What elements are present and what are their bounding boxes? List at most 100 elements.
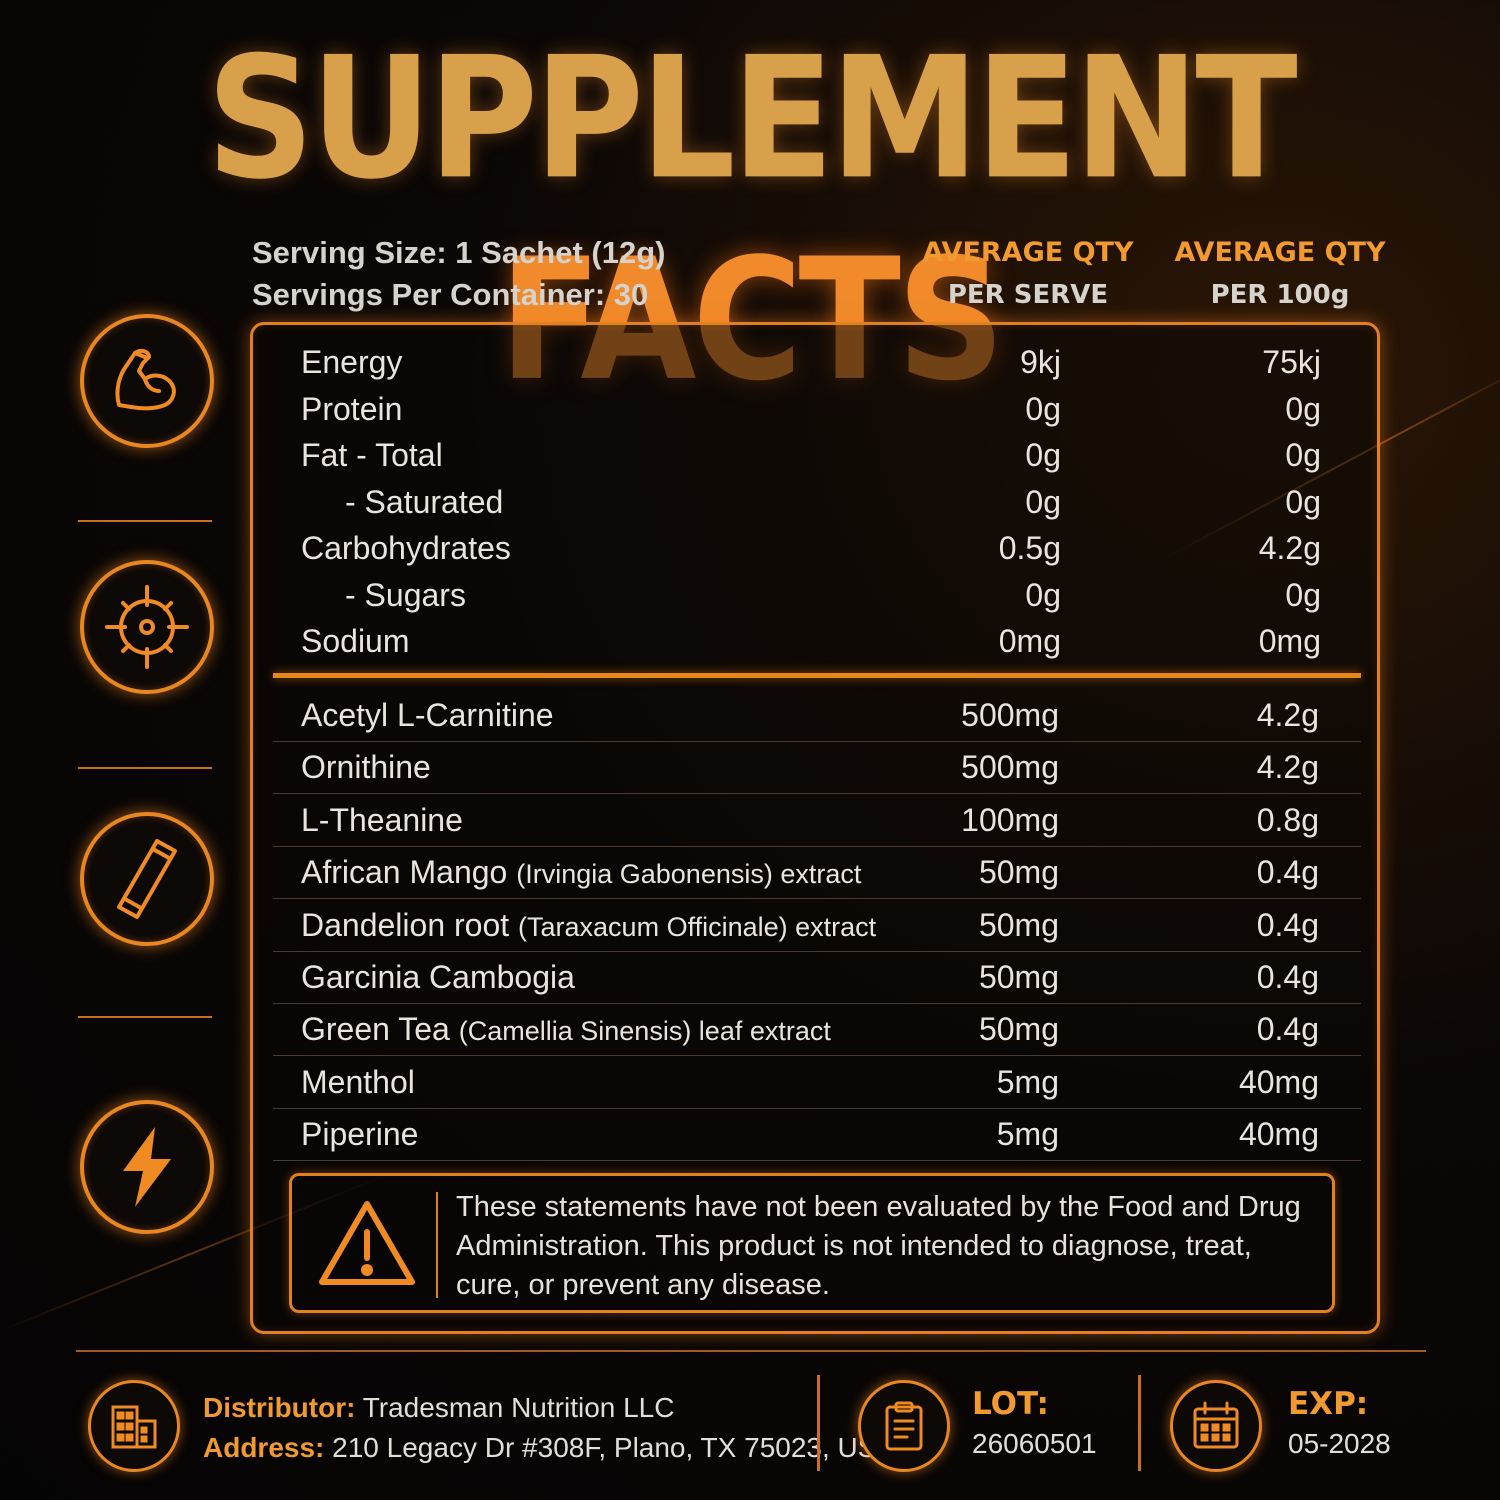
nutrient-name: Protein [301, 390, 403, 427]
nutrition-row: Sodium 0mg 0mg [301, 618, 1321, 664]
nutrient-per-100g: 0g [1285, 390, 1321, 427]
ingredient-row: Garcinia Cambogia 50mg 0.4g [273, 951, 1361, 1004]
ingredient-per-100g: 0.4g [1256, 959, 1319, 995]
ingredient-per-serve: 5mg [996, 1063, 1059, 1100]
nutrient-per-serve: 0g [1025, 576, 1061, 613]
ingredient-name: Piperine [301, 1116, 419, 1153]
nutrient-per-100g: 0g [1285, 437, 1321, 473]
nutrient-per-100g: 75kj [1262, 344, 1321, 380]
sachet-icon [80, 812, 214, 946]
lot-value: 26060501 [972, 1428, 1097, 1459]
side-divider [78, 520, 212, 522]
serving-size: Serving Size: 1 Sachet (12g) [252, 235, 666, 270]
section-divider [273, 673, 1361, 678]
address-value: 210 Legacy Dr #308F, Plano, TX 75023, US [332, 1432, 877, 1463]
ingredient-per-100g: 4.2g [1256, 697, 1319, 733]
ingredient-per-serve: 50mg [978, 906, 1059, 943]
nutrition-row: Carbohydrates 0.5g 4.2g [301, 525, 1321, 571]
exp-label: EXP: [1288, 1386, 1369, 1422]
ingredient-row: African Mango (Irvingia Gabonensis) extr… [273, 846, 1361, 900]
ingredient-row: Dandelion root (Taraxacum Officinale) ex… [273, 899, 1361, 952]
nutrient-per-100g: 4.2g [1258, 530, 1321, 566]
column-header-per-serve: AVERAGE QTY PER SERVE [922, 237, 1134, 310]
building-icon [88, 1380, 180, 1472]
ingredient-per-100g: 0.4g [1256, 906, 1319, 943]
ingredient-per-serve: 500mg [961, 749, 1059, 786]
nutrient-per-serve: 0.5g [998, 530, 1061, 566]
distributor-info: Distributor: Tradesman Nutrition LLC Add… [203, 1388, 876, 1468]
ingredient-name: African Mango [301, 854, 508, 891]
ingredient-row: Menthol 5mg 40mg [273, 1056, 1361, 1109]
ingredient-name: Acetyl L-Carnitine [301, 697, 554, 733]
nutrition-row: Protein 0g 0g [301, 386, 1321, 432]
ingredient-per-100g: 0.4g [1256, 1011, 1319, 1048]
nutrient-per-100g: 0g [1285, 483, 1321, 520]
ingredient-per-100g: 0.8g [1256, 801, 1319, 838]
facts-panel: Energy 9kj 75kj Protein 0g 0g Fat - Total 0g 0g -… [250, 322, 1380, 1334]
nutrient-name: - Sugars [345, 576, 466, 613]
address-label: Address: [203, 1432, 325, 1463]
ingredient-scientific-name: (Camellia Sinensis) leaf extract [458, 1016, 831, 1047]
ingredient-per-serve: 50mg [978, 959, 1059, 995]
ingredient-row: Green Tea (Camellia Sinensis) leaf extra… [273, 1003, 1361, 1057]
nutrition-row: - Saturated 0g 0g [301, 479, 1321, 525]
ingredient-per-100g: 4.2g [1256, 749, 1319, 786]
ingredient-per-100g: 0.4g [1256, 854, 1319, 891]
nutrient-name: Fat - Total [301, 437, 443, 473]
ingredient-row: Ornithine 500mg 4.2g [273, 741, 1361, 795]
footer-separator [817, 1375, 820, 1471]
ingredient-per-serve: 100mg [961, 801, 1059, 838]
nutrient-name: Carbohydrates [301, 530, 511, 566]
nutrient-name: - Saturated [345, 483, 504, 520]
nutrient-per-serve: 9kj [1020, 344, 1061, 380]
ingredient-per-serve: 50mg [978, 1011, 1059, 1048]
nutrient-per-serve: 0g [1025, 390, 1061, 427]
ingredient-per-100g: 40mg [1238, 1063, 1319, 1100]
column-header-per-100g: AVERAGE QTY PER 100g [1174, 237, 1386, 310]
ingredient-per-100g: 40mg [1238, 1116, 1319, 1153]
ingredient-name: Dandelion root [301, 906, 510, 943]
ingredient-per-serve: 500mg [961, 697, 1059, 733]
ingredient-scientific-name: (Irvingia Gabonensis) extract [516, 859, 862, 890]
nutrient-per-100g: 0mg [1258, 623, 1321, 659]
side-divider [78, 767, 212, 769]
warning-text: These statements have not been evaluated… [456, 1191, 1301, 1301]
lot-label: LOT: [972, 1386, 1049, 1422]
nutrient-name: Sodium [301, 623, 410, 659]
ingredient-per-serve: 5mg [996, 1116, 1059, 1153]
nutrition-row: - Sugars 0g 0g [301, 572, 1321, 618]
servings-per-container: Servings Per Container: 30 [252, 277, 649, 312]
page-title: SUPPLEMENT FACTS [0, 18, 1500, 421]
warning-separator [436, 1192, 438, 1298]
muscle-arm-icon [80, 314, 214, 448]
nutrient-per-serve: 0g [1025, 437, 1061, 473]
footer-separator [1138, 1375, 1141, 1471]
nutrition-row: Fat - Total 0g 0g [301, 432, 1321, 478]
ingredient-name: Green Tea [301, 1011, 450, 1048]
clipboard-icon [858, 1380, 950, 1472]
ingredient-name: L-Theanine [301, 801, 463, 838]
warning-triangle-icon [319, 1201, 415, 1285]
nutrient-per-100g: 0g [1285, 576, 1321, 613]
fda-warning-box: These statements have not been evaluated… [289, 1173, 1335, 1313]
ingredient-row: L-Theanine 100mg 0.8g [273, 794, 1361, 847]
nutrient-name: Energy [301, 344, 403, 380]
side-divider [78, 1016, 212, 1018]
ingredient-name: Garcinia Cambogia [301, 959, 575, 995]
ingredient-row: Piperine 5mg 40mg [273, 1108, 1361, 1162]
exp-value: 05-2028 [1288, 1428, 1391, 1459]
footer-divider [76, 1350, 1426, 1352]
ingredient-name: Menthol [301, 1063, 415, 1100]
ingredient-name: Ornithine [301, 749, 431, 786]
ingredient-per-serve: 50mg [978, 854, 1059, 891]
exp-info: EXP: 05-2028 [1288, 1384, 1391, 1464]
distributor-value: Tradesman Nutrition LLC [362, 1392, 675, 1423]
ingredient-row: Acetyl L-Carnitine 500mg 4.2g [273, 689, 1361, 742]
nutrition-row: Energy 9kj 75kj [301, 339, 1321, 385]
nutrient-per-serve: 0mg [998, 623, 1061, 659]
target-crosshair-icon [80, 560, 214, 694]
lot-info: LOT: 26060501 [972, 1384, 1097, 1464]
ingredient-scientific-name: (Taraxacum Officinale) extract [518, 911, 877, 942]
serving-info: Serving Size: 1 Sachet (12g) Servings Pe… [252, 232, 665, 316]
nutrient-per-serve: 0g [1025, 483, 1061, 520]
